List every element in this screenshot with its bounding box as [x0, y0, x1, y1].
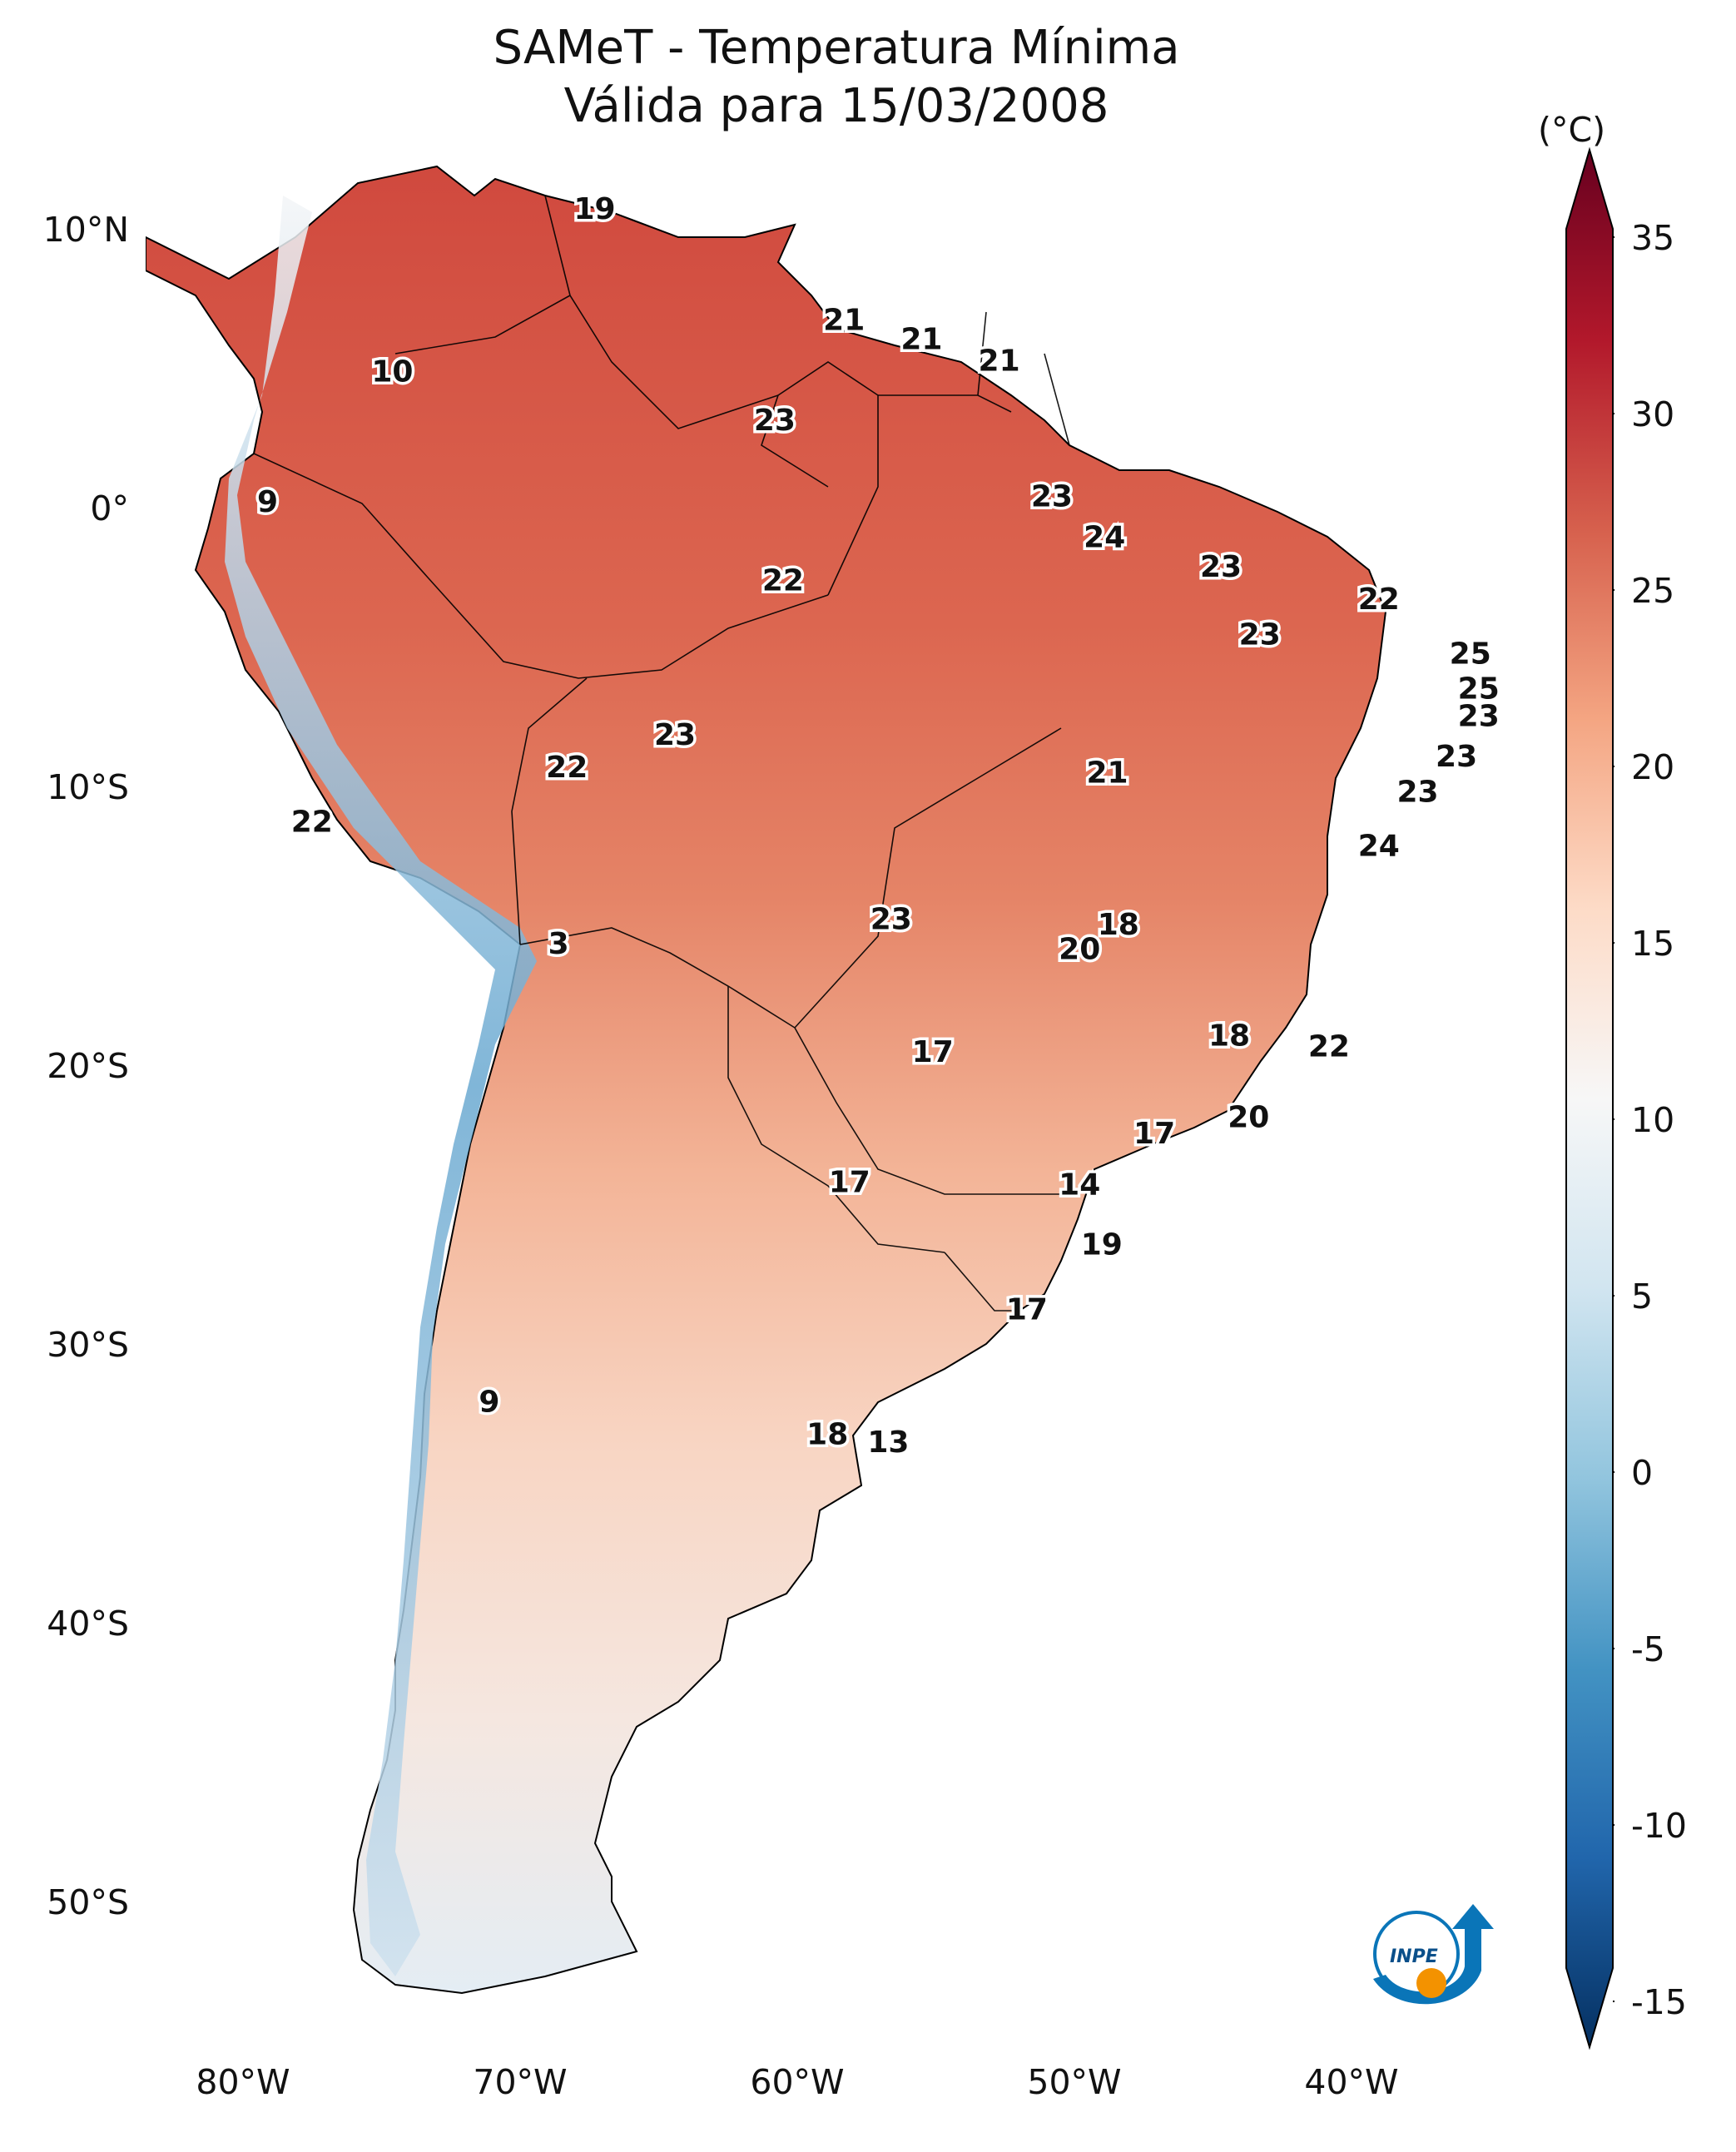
- colorbar-ramp: [1565, 146, 1614, 2050]
- station-value-label: 23: [1200, 550, 1242, 584]
- station-value-label: 14: [1059, 1168, 1100, 1202]
- station-value-label: 18: [1208, 1019, 1250, 1054]
- lat-tick-label: 10°N: [42, 210, 129, 250]
- station-value-label: 9: [479, 1385, 499, 1419]
- station-value-label: 17: [1006, 1293, 1048, 1327]
- station-value-label: 23: [1458, 699, 1500, 733]
- station-value-label: 23: [1396, 776, 1438, 810]
- station-value-label: 10: [371, 355, 413, 389]
- colorbar-tick-label: -10: [1631, 1806, 1687, 1846]
- lon-tick-label: 80°W: [196, 2062, 290, 2102]
- station-value-label: 13: [867, 1426, 909, 1460]
- inpe-logo: INPE: [1373, 1904, 1494, 2005]
- station-value-label: 20: [1228, 1100, 1269, 1134]
- andes-cold-band: [225, 196, 537, 1976]
- map-panel: 19 21 21 21 10 23 9 23 24 22 23 22 23 25 25 23 23 22 21 23 2…: [146, 146, 1531, 2043]
- colorbar-tick-label: 5: [1631, 1277, 1654, 1316]
- station-value-label: 21: [900, 323, 942, 357]
- station-value-label: 23: [1031, 479, 1073, 513]
- lon-tick-label: 60°W: [750, 2062, 845, 2102]
- station-value-label: 21: [823, 304, 865, 338]
- station-value-label: 25: [1458, 672, 1500, 707]
- lat-tick-label: 40°S: [47, 1604, 129, 1644]
- colorbar-tick-label: 15: [1631, 924, 1675, 964]
- station-value-label: 18: [806, 1417, 848, 1451]
- station-value-label: 20: [1059, 932, 1100, 966]
- station-value-label: 22: [291, 805, 333, 839]
- colorbar-tick-label: -5: [1631, 1629, 1665, 1669]
- station-value-label: 24: [1358, 830, 1400, 864]
- svg-text:INPE: INPE: [1390, 1946, 1438, 1967]
- station-value-label: 18: [1098, 908, 1139, 942]
- lat-tick-label: 50°S: [47, 1882, 129, 1922]
- colorbar-tick-label: 20: [1631, 747, 1675, 787]
- station-value-label: 22: [1308, 1030, 1350, 1064]
- station-value-label: 23: [1239, 618, 1281, 652]
- colorbar-tick-label: -15: [1631, 1982, 1687, 2022]
- station-value-label: 21: [979, 345, 1020, 379]
- station-value-label: 22: [546, 751, 588, 785]
- lon-tick-label: 50°W: [1027, 2062, 1122, 2102]
- station-value-label: 19: [573, 192, 615, 226]
- station-value-label: 23: [870, 903, 912, 937]
- map-title: SAMeT - Temperatura Mínima: [493, 21, 1180, 75]
- station-value-label: 23: [754, 404, 796, 438]
- station-value-label: 9: [257, 485, 278, 519]
- station-value-label: 24: [1084, 520, 1125, 554]
- colorbar-tick-label: 25: [1631, 571, 1675, 611]
- colorbar-unit-label: (°C): [1538, 110, 1606, 150]
- colorbar-tick-label: 10: [1631, 1100, 1675, 1140]
- station-value-label: 3: [548, 927, 569, 961]
- lat-tick-label: 20°S: [47, 1046, 129, 1086]
- lat-tick-label: 10°S: [47, 767, 129, 807]
- station-value-label: 17: [1133, 1117, 1175, 1151]
- colorbar-tick-label: 30: [1631, 394, 1675, 434]
- colorbar-tick-label: 0: [1631, 1453, 1654, 1493]
- station-value-label: 25: [1450, 637, 1491, 671]
- country-borders: [253, 195, 1070, 1312]
- station-value-label: 23: [654, 718, 696, 752]
- station-value-label: 19: [1081, 1227, 1123, 1262]
- station-value-label: 21: [1086, 756, 1128, 791]
- map-subtitle: Válida para 15/03/2008: [563, 79, 1109, 133]
- station-value-label: 23: [1436, 740, 1477, 774]
- lon-tick-label: 70°W: [473, 2062, 568, 2102]
- station-value-label: 22: [762, 563, 804, 598]
- colorbar: [1565, 146, 1614, 2050]
- lat-tick-label: 30°S: [47, 1325, 129, 1365]
- lon-tick-label: 40°W: [1304, 2062, 1399, 2102]
- station-value-label: 17: [829, 1166, 870, 1200]
- lat-tick-label: 0°: [90, 488, 129, 528]
- station-value-label: 17: [912, 1035, 954, 1069]
- station-value-label: 22: [1358, 583, 1400, 617]
- colorbar-tick-label: 35: [1631, 218, 1675, 258]
